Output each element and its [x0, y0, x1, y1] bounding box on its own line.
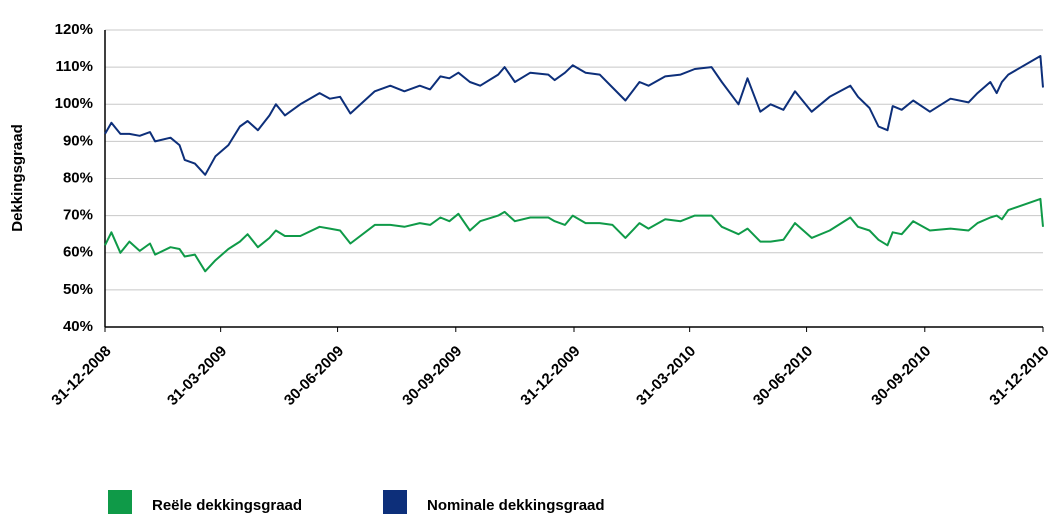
- y-tick-label: 80%: [63, 169, 93, 186]
- y-tick-label: 100%: [55, 95, 93, 112]
- y-tick-label: 40%: [63, 318, 93, 335]
- x-tick-label: 31-12-2009: [517, 343, 583, 409]
- y-tick-label: 70%: [63, 207, 93, 224]
- x-tick-label: 31-03-2009: [164, 343, 230, 409]
- x-tick-label: 31-12-2008: [48, 343, 114, 409]
- x-tick-label: 30-06-2009: [281, 343, 347, 409]
- y-tick-label: 110%: [55, 58, 93, 75]
- x-tick-label: 30-09-2009: [399, 343, 465, 409]
- y-tick-label: 50%: [63, 281, 93, 298]
- series-line: [104, 55, 1044, 176]
- x-tick-label: 31-03-2010: [633, 343, 699, 409]
- y-axis-label: Dekkingsgraad: [9, 124, 26, 232]
- legend-swatch: [383, 490, 407, 514]
- y-tick-label: 120%: [55, 21, 93, 38]
- y-tick-label: 60%: [63, 244, 93, 261]
- legend-label: Nominale dekkingsgraad: [427, 497, 605, 514]
- y-tick-label: 90%: [63, 132, 93, 149]
- x-tick-label: 30-09-2010: [868, 343, 934, 409]
- x-tick-label: 30-06-2010: [750, 343, 816, 409]
- series-line: [104, 197, 1044, 273]
- legend-label: Reële dekkingsgraad: [152, 497, 302, 514]
- legend-swatch: [108, 490, 132, 514]
- x-tick-label: 31-12-2010: [986, 343, 1052, 409]
